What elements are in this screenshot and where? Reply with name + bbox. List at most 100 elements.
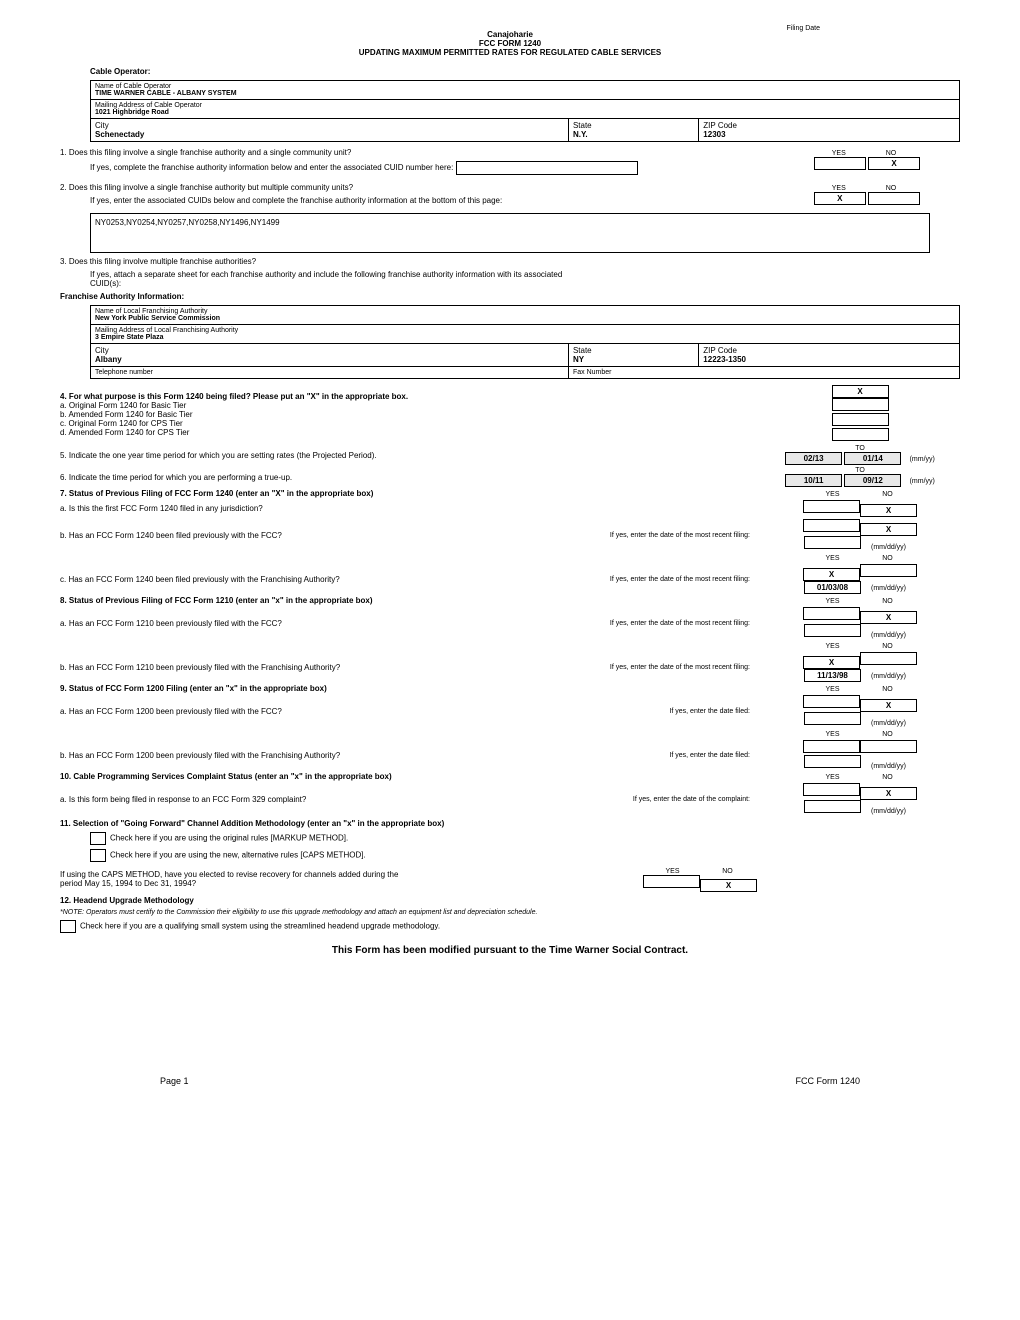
fr-zip: 12223-1350: [703, 355, 746, 364]
q1-no-box[interactable]: X: [868, 157, 920, 170]
q6-mmyy: (mm/yy): [910, 478, 935, 485]
q12-checkbox[interactable]: [60, 920, 76, 933]
q7b-recent: If yes, enter the date of the most recen…: [570, 532, 760, 539]
q7c-no-label: NO: [860, 555, 915, 562]
q7c-recent: If yes, enter the date of the most recen…: [570, 576, 760, 583]
q7c-no[interactable]: [860, 564, 917, 577]
q8a-no[interactable]: X: [860, 611, 917, 624]
q6-to-label: TO: [760, 467, 960, 474]
q8-yes: YES: [805, 598, 860, 605]
q9a-no[interactable]: X: [860, 699, 917, 712]
q1-answer: YES NO X: [814, 148, 920, 170]
q12-opt: Check here if you are a qualifying small…: [80, 922, 440, 931]
q8b-date[interactable]: 11/13/98: [804, 669, 861, 682]
q8b-yes[interactable]: X: [803, 656, 860, 669]
q4a: a. Original Form 1240 for Basic Tier: [60, 401, 186, 410]
q4c: c. Original Form 1240 for CPS Tier: [60, 419, 183, 428]
q7b-no[interactable]: X: [860, 523, 917, 536]
q7b-date[interactable]: [804, 536, 861, 549]
q7c-mmddyy: (mm/dd/yy): [861, 585, 916, 592]
q11-no: NO: [700, 868, 755, 875]
fr-name: New York Public Service Commission: [95, 315, 220, 322]
q8b: b. Has an FCC Form 1210 been previously …: [60, 663, 570, 672]
q9a-yes[interactable]: [803, 695, 860, 708]
q9a-date[interactable]: [804, 712, 861, 725]
q2-yes-box[interactable]: X: [814, 192, 866, 205]
q10a-mmddyy: (mm/dd/yy): [861, 808, 916, 815]
q4b-box[interactable]: [832, 398, 889, 411]
q6-text: 6. Indicate the time period for which yo…: [60, 473, 570, 482]
q6-to[interactable]: 09/12: [844, 474, 901, 487]
q2-answer: YES NO X: [814, 183, 920, 205]
co-zip: 12303: [703, 130, 725, 139]
form-header: Canajoharie FCC FORM 1240 UPDATING MAXIM…: [60, 30, 960, 57]
co-state: N.Y.: [573, 130, 588, 139]
fr-phone-label: Telephone number: [91, 367, 569, 379]
footer-note: This Form has been modified pursuant to …: [60, 945, 960, 956]
co-state-label: State: [573, 121, 592, 130]
q2-yes-label: YES: [814, 185, 864, 192]
q8a-yes[interactable]: [803, 607, 860, 620]
page-number: Page 1: [160, 1076, 189, 1086]
filing-date-label: Filing Date: [787, 25, 820, 32]
q7a: a. Is this the first FCC Form 1240 filed…: [60, 504, 570, 513]
q1-no-label: NO: [866, 150, 916, 157]
q7a-no[interactable]: X: [860, 504, 917, 517]
q9b-date[interactable]: [804, 755, 861, 768]
q9a: a. Has an FCC Form 1200 been previously …: [60, 707, 570, 716]
q4d-box[interactable]: [832, 428, 889, 441]
fr-name-label: Name of Local Franchising Authority: [95, 308, 207, 315]
header-location: Canajoharie: [60, 30, 960, 39]
fr-addr: 3 Empire State Plaza: [95, 334, 163, 341]
q11-opt2: Check here if you are using the new, alt…: [110, 851, 366, 860]
q7a-yes[interactable]: [803, 500, 860, 513]
q7c-yes[interactable]: X: [803, 568, 860, 581]
q4a-box[interactable]: X: [832, 385, 889, 398]
co-name: TIME WARNER CABLE - ALBANY SYSTEM: [95, 90, 237, 97]
q9b: b. Has an FCC Form 1200 been previously …: [60, 751, 570, 760]
q7b-yes[interactable]: [803, 519, 860, 532]
q8a-date[interactable]: [804, 624, 861, 637]
q5-mmyy: (mm/yy): [910, 456, 935, 463]
q11-yes-box[interactable]: [643, 875, 700, 888]
q1-cuid-input[interactable]: [456, 161, 638, 175]
q7-yes: YES: [805, 491, 860, 498]
q8b-no[interactable]: [860, 652, 917, 665]
q10a-yes[interactable]: [803, 783, 860, 796]
fr-city-label: City: [95, 346, 109, 355]
q11-opt1-checkbox[interactable]: [90, 832, 106, 845]
co-addr: 1021 Highbridge Road: [95, 109, 169, 116]
q3-sub: If yes, attach a separate sheet for each…: [90, 270, 590, 288]
q11-opt2-checkbox[interactable]: [90, 849, 106, 862]
q4c-box[interactable]: [832, 413, 889, 426]
q7c-yes-label: YES: [805, 555, 860, 562]
q1-yes-box[interactable]: [814, 157, 866, 170]
q10a-no[interactable]: X: [860, 787, 917, 800]
q6-from[interactable]: 10/11: [785, 474, 842, 487]
fr-addr-label: Mailing Address of Local Franchising Aut…: [95, 327, 238, 334]
q9b-no[interactable]: [860, 740, 917, 753]
q7c-date[interactable]: 01/03/08: [804, 581, 861, 594]
q10a-complaint: If yes, enter the date of the complaint:: [570, 796, 760, 803]
q2-cuid-box[interactable]: NY0253,NY0254,NY0257,NY0258,NY1496,NY149…: [90, 213, 930, 253]
q5-from[interactable]: 02/13: [785, 452, 842, 465]
q9b-yes[interactable]: [803, 740, 860, 753]
q11-opt1: Check here if you are using the original…: [110, 834, 348, 843]
fr-fax-label: Fax Number: [568, 367, 959, 379]
q12-title: 12. Headend Upgrade Methodology: [60, 896, 194, 905]
q8b-recent: If yes, enter the date of the most recen…: [570, 664, 760, 671]
header-form: FCC FORM 1240: [60, 39, 960, 48]
q10a: a. Is this form being filed in response …: [60, 795, 570, 804]
q11-no-box[interactable]: X: [700, 879, 757, 892]
co-zip-label: ZIP Code: [703, 121, 737, 130]
q10-yes: YES: [805, 774, 860, 781]
q12-note: *NOTE: Operators must certify to the Com…: [60, 909, 960, 916]
q11-caps: If using the CAPS METHOD, have you elect…: [60, 870, 410, 888]
q5-to[interactable]: 01/14: [844, 452, 901, 465]
fr-state: NY: [573, 355, 584, 364]
q5-to-label: TO: [760, 445, 960, 452]
q8a-recent: If yes, enter the date of the most recen…: [570, 620, 760, 627]
q8a: a. Has an FCC Form 1210 been previously …: [60, 619, 570, 628]
q2-no-box[interactable]: [868, 192, 920, 205]
q10a-date[interactable]: [804, 800, 861, 813]
